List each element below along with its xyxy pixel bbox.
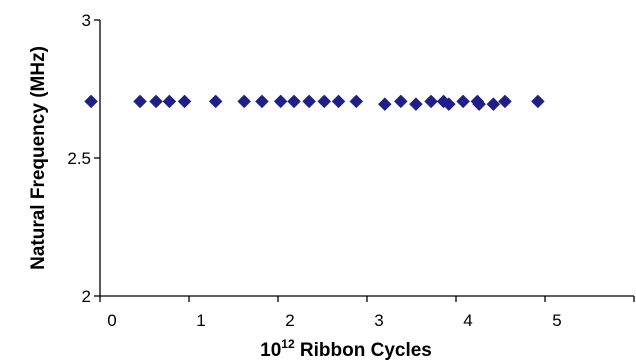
x-axis-title-exponent: 12 bbox=[281, 337, 295, 351]
x-axis-ticks: 0123456 bbox=[99, 296, 635, 330]
data-point bbox=[317, 94, 332, 109]
data-point bbox=[472, 97, 486, 112]
data-point bbox=[377, 97, 392, 112]
data-point bbox=[393, 94, 408, 109]
data-point bbox=[84, 94, 98, 109]
data-point bbox=[349, 94, 364, 109]
data-point bbox=[149, 94, 163, 109]
data-point bbox=[442, 97, 456, 112]
y-tick-label: 2.5 bbox=[67, 149, 91, 168]
x-tick-label: 3 bbox=[374, 311, 383, 330]
data-point bbox=[162, 94, 177, 109]
x-axis-title: 1012 Ribbon Cycles bbox=[260, 337, 432, 360]
data-point bbox=[486, 97, 501, 112]
data-point bbox=[208, 94, 223, 109]
data-point bbox=[331, 94, 346, 109]
y-axis-ticks: 22.53 bbox=[67, 11, 100, 306]
x-tick-label: 1 bbox=[196, 311, 205, 330]
data-point bbox=[177, 94, 192, 109]
data-point bbox=[456, 94, 470, 109]
x-axis-title-text: Ribbon Cycles bbox=[295, 340, 432, 360]
data-point bbox=[287, 94, 301, 109]
y-tick-label: 3 bbox=[82, 11, 91, 30]
y-axis-title: Natural Frequency (MHz) bbox=[28, 46, 49, 270]
y-tick-label: 2 bbox=[82, 287, 91, 306]
data-point bbox=[498, 94, 512, 109]
data-point bbox=[409, 97, 423, 112]
data-point bbox=[237, 94, 252, 109]
data-points bbox=[84, 94, 545, 112]
x-axis-title-base: 10 bbox=[260, 340, 281, 360]
x-tick-label: 2 bbox=[285, 311, 294, 330]
data-point bbox=[273, 94, 288, 109]
data-point bbox=[133, 94, 147, 109]
x-tick-label: 5 bbox=[552, 311, 561, 330]
x-tick-label: 4 bbox=[463, 311, 472, 330]
data-point bbox=[531, 94, 545, 109]
data-point bbox=[302, 94, 317, 109]
plot-area: 22.53 0123456 bbox=[67, 11, 635, 330]
data-point bbox=[255, 94, 269, 109]
data-point bbox=[424, 94, 438, 109]
x-tick-label: 0 bbox=[107, 311, 116, 330]
